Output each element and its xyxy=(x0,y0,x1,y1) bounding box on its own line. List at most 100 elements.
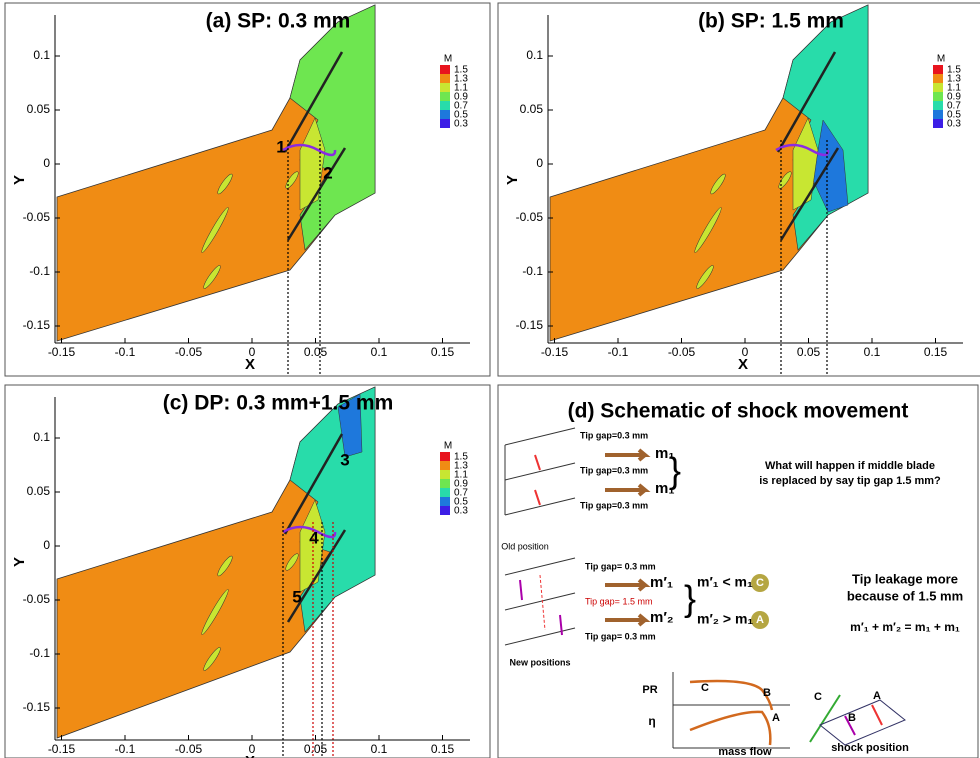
schematic-text: mass flow xyxy=(718,746,772,758)
point-label: 1 xyxy=(276,137,285,156)
x-tick-label: 0.15 xyxy=(431,345,455,359)
schematic-text: Tip gap= 0.3 mm xyxy=(585,631,656,641)
panel-title: (a) SP: 0.3 mm xyxy=(206,10,351,33)
schematic-text: A xyxy=(756,614,764,626)
x-tick-label: -0.05 xyxy=(668,345,696,359)
y-tick-label: 0 xyxy=(43,156,50,170)
legend-label: 0.5 xyxy=(454,497,468,508)
legend-swatch xyxy=(440,461,450,470)
y-tick-label: -0.05 xyxy=(516,210,544,224)
panel: -0.15 -0.1 -0.05 0 0.05 0.1 0.15 0.1 0.05 0 -0.05 -… xyxy=(497,2,980,377)
shock-line xyxy=(282,525,337,539)
y-axis-label: Y xyxy=(11,557,28,567)
legend-swatch xyxy=(440,101,450,110)
x-tick-label: -0.1 xyxy=(115,345,136,359)
x-tick-label: 0.1 xyxy=(371,345,388,359)
old-shock-mark xyxy=(539,574,546,631)
y-tick-label: 0 xyxy=(43,538,50,552)
y-tick-label: -0.15 xyxy=(516,318,544,332)
schematic-text: shock position xyxy=(831,742,909,754)
blade xyxy=(286,529,347,623)
panel: (d) Schematic of shock movement}} Tip gap… xyxy=(497,384,979,758)
x-tick-label: -0.05 xyxy=(175,742,203,756)
y-tick-label: -0.15 xyxy=(23,700,51,714)
legend-label: 0.5 xyxy=(947,110,961,121)
legend-label: 1.5 xyxy=(454,452,468,463)
panel-border xyxy=(4,2,491,377)
contour-island xyxy=(778,171,792,189)
legend-swatch xyxy=(933,92,943,101)
x-tick-label: -0.15 xyxy=(48,345,76,359)
low-mach-zone xyxy=(337,393,363,458)
shock-mark xyxy=(534,489,541,506)
y-tick-label: 0.1 xyxy=(33,430,50,444)
legend-swatch xyxy=(933,65,943,74)
pr-curve xyxy=(689,679,774,711)
y-tick-label: 0 xyxy=(536,156,543,170)
panel-title: (d) Schematic of shock movement xyxy=(568,400,909,423)
shock-c xyxy=(809,694,841,743)
shock-zone xyxy=(792,117,819,211)
blade-row xyxy=(504,427,576,446)
legend-label: 0.9 xyxy=(454,479,468,490)
x-tick-label: 0.1 xyxy=(371,742,388,756)
schematic-text: C xyxy=(701,682,709,694)
x-tick-label: 0.05 xyxy=(304,742,328,756)
shock-mark xyxy=(534,454,541,471)
schematic-text: What will happen if middle blade xyxy=(765,460,935,472)
schematic-text: B xyxy=(763,687,771,699)
passage xyxy=(819,699,906,746)
schematic-text: New positions xyxy=(509,657,570,667)
eff-curve xyxy=(689,710,772,746)
schematic-text: m′₁ < m₁ xyxy=(697,574,753,590)
blade xyxy=(776,51,837,153)
schematic-text: Tip gap= 0.3 mm xyxy=(585,561,656,571)
y-axis-label: Y xyxy=(11,175,28,185)
flow-arrow xyxy=(605,483,651,497)
x-tick-label: -0.1 xyxy=(115,742,136,756)
y-tick-label: -0.05 xyxy=(23,210,51,224)
x-tick-label: 0.15 xyxy=(924,345,948,359)
legend-label: 0.9 xyxy=(947,92,961,103)
schematic-text: Tip gap=0.3 mm xyxy=(580,500,648,510)
y-tick-label: 0.05 xyxy=(520,102,544,116)
blade xyxy=(286,147,347,241)
schematic-text: m′₂ xyxy=(650,609,674,626)
y-tick-label: -0.1 xyxy=(522,264,543,278)
blade xyxy=(779,147,840,241)
contour-island xyxy=(203,647,221,671)
shock-mark xyxy=(559,614,563,636)
legend-swatch xyxy=(933,74,943,83)
contour-island xyxy=(694,207,722,253)
legend-label: 0.7 xyxy=(454,488,468,499)
legend-label: 1.3 xyxy=(454,461,468,472)
contour-island xyxy=(285,171,299,189)
x-tick-label: 0.05 xyxy=(797,345,821,359)
legend-swatch xyxy=(933,101,943,110)
schematic-text: A xyxy=(772,712,780,724)
shock-b xyxy=(844,715,856,736)
legend-swatch xyxy=(440,92,450,101)
legend-swatch xyxy=(933,83,943,92)
schematic-text: Tip gap=0.3 mm xyxy=(580,430,648,440)
legend-title: M xyxy=(937,54,945,65)
flow-arrow xyxy=(605,448,651,462)
y-tick-label: -0.1 xyxy=(29,264,50,278)
legend-swatch xyxy=(440,488,450,497)
shock-line xyxy=(775,143,830,157)
schematic-text: B xyxy=(848,712,856,724)
schematic-text: because of 1.5 mm xyxy=(847,588,963,603)
shock-a xyxy=(871,704,883,726)
panel-title: (b) SP: 1.5 mm xyxy=(698,10,844,33)
contour-island xyxy=(696,265,714,289)
flow-arrow xyxy=(605,613,651,627)
brace: } xyxy=(684,578,696,619)
contour-island xyxy=(201,207,229,253)
panel-border xyxy=(497,2,980,377)
legend-label: 1.5 xyxy=(454,65,468,76)
legend-swatch xyxy=(440,74,450,83)
blade xyxy=(283,51,344,153)
schematic-text: m₁ xyxy=(655,445,675,462)
x-tick-label: 0 xyxy=(249,345,256,359)
